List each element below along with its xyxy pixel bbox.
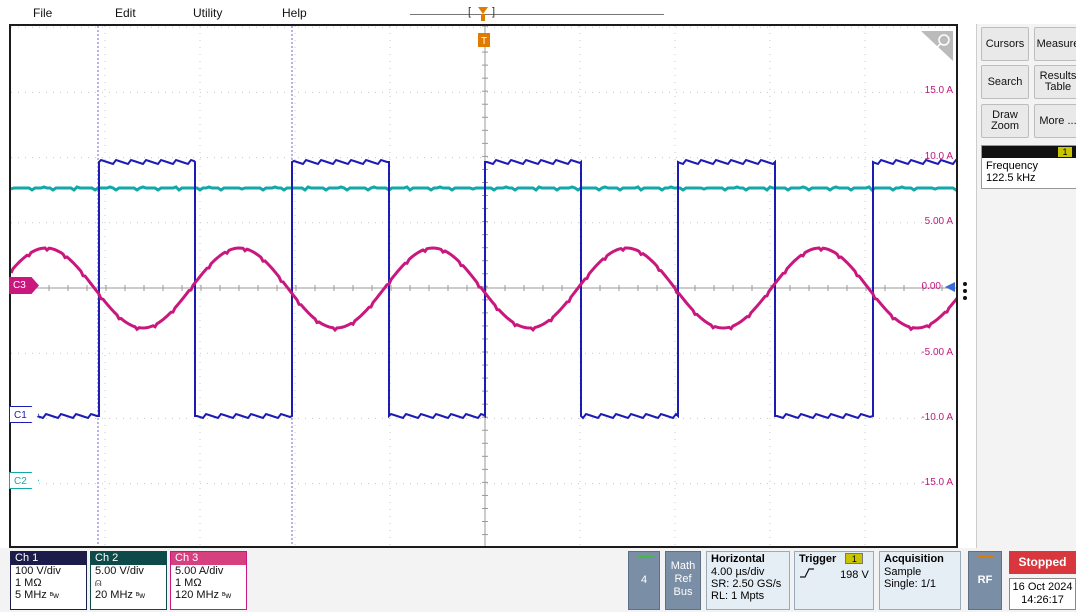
ch1-badge[interactable]: Ch 1 100 V/div 1 MΩ 5 MHz ᴮw xyxy=(10,551,87,610)
probe-icon: ⍝ xyxy=(95,577,102,589)
math-ref-bus-label: Math Ref Bus xyxy=(670,560,696,598)
ch3-trace xyxy=(11,246,956,333)
bw-limit-icon: ᴮw xyxy=(222,591,232,600)
badge-channel-number: 1 xyxy=(1058,147,1072,157)
ch3-name: Ch 3 xyxy=(171,552,246,565)
math-ref-bus-button[interactable]: Math Ref Bus xyxy=(665,551,701,610)
ch4-label: 4 xyxy=(640,574,648,586)
rf-color-bar xyxy=(977,556,993,558)
bottom-bar: Ch 1 100 V/div 1 MΩ 5 MHz ᴮw Ch 2 5.00 V… xyxy=(0,548,1076,612)
ch1-bandwidth: 5 MHz xyxy=(15,589,47,601)
bw-limit-icon: ᴮw xyxy=(135,591,146,600)
more-button[interactable]: More ... xyxy=(1034,104,1076,138)
rf-button[interactable]: RF xyxy=(968,551,1002,610)
c2-marker[interactable]: C2 xyxy=(9,472,39,489)
date-text: 16 Oct 2024 xyxy=(1012,581,1073,593)
timeline-bracket-left: [ xyxy=(468,6,472,18)
trigger-marker-icon: T xyxy=(478,33,490,47)
menu-bar: File Edit Utility Help [ ] xyxy=(0,0,976,24)
ch1-trace xyxy=(11,158,956,420)
menu-utility[interactable]: Utility xyxy=(193,6,223,20)
ch3-bandwidth: 120 MHz xyxy=(175,589,220,601)
waveform-plot: T xyxy=(11,26,956,546)
trigger-title: Trigger xyxy=(799,553,837,565)
frequency-value: 122.5 kHz xyxy=(986,172,1036,184)
ref-label-5: 5.00 A xyxy=(924,216,953,227)
ch2-name: Ch 2 xyxy=(91,552,166,565)
cursors-button[interactable]: Cursors xyxy=(981,27,1029,61)
zoom-corner-icon xyxy=(921,31,953,61)
ch4-button[interactable]: 4 xyxy=(628,551,660,610)
ref-label-neg15: -15.0 A xyxy=(921,477,953,488)
measure-button[interactable]: Measure xyxy=(1034,27,1076,61)
ch4-color-bar xyxy=(637,556,653,558)
ch2-scale: 5.00 V/div xyxy=(95,565,144,577)
trigger-marker-text: T xyxy=(481,36,487,47)
ch3-offset-arrow-icon xyxy=(945,282,955,292)
trigger-level: 198 V xyxy=(840,569,869,581)
record-timeline[interactable] xyxy=(410,14,664,15)
acquisition-badge[interactable]: Acquisition Sample Single: 1/1 xyxy=(879,551,961,610)
ch1-name: Ch 1 xyxy=(11,552,86,565)
acquisition-mode: Sample xyxy=(884,566,922,578)
results-table-button[interactable]: Results Table xyxy=(1034,65,1076,99)
trigger-position-icon[interactable] xyxy=(476,6,490,22)
ref-label-neg10: -10.0 A xyxy=(921,412,953,423)
trigger-source: 1 xyxy=(845,553,864,564)
ref-label-neg5: -5.00 A xyxy=(921,347,953,358)
waveform-graticule[interactable]: T 15.0 A 10.0 A 5.00 A 0.00 -5.00 A -10.… xyxy=(9,24,958,548)
trigger-badge[interactable]: Trigger 1 198 V xyxy=(794,551,874,610)
ref-label-0: 0.00 xyxy=(921,281,941,292)
acquisition-title: Acquisition xyxy=(884,553,944,565)
ch2-badge[interactable]: Ch 2 5.00 V/div ⍝ 20 MHz ᴮw xyxy=(90,551,167,610)
ch3-scale: 5.00 A/div xyxy=(175,565,224,577)
horizontal-scale: 4.00 µs/div xyxy=(711,566,765,578)
horizontal-title: Horizontal xyxy=(711,553,765,565)
badge-header: 1 xyxy=(982,146,1076,158)
bw-limit-icon: ᴮw xyxy=(49,591,59,600)
rf-label: RF xyxy=(977,574,993,586)
search-button[interactable]: Search xyxy=(981,65,1029,99)
ch3-impedance: 1 MΩ xyxy=(175,577,202,589)
frequency-measurement-badge[interactable]: 1 Frequency 122.5 kHz xyxy=(981,145,1076,189)
right-panel: Cursors Measure Search Results Table Dra… xyxy=(976,24,1076,548)
frequency-label: Frequency xyxy=(986,160,1038,172)
ch1-impedance: 1 MΩ xyxy=(15,577,42,589)
c1-marker[interactable]: C1 xyxy=(9,406,39,423)
ch2-bandwidth: 20 MHz xyxy=(95,589,133,601)
run-stop-status[interactable]: Stopped xyxy=(1009,551,1076,574)
ref-label-10: 10.0 A xyxy=(924,151,953,162)
timeline-bracket-right: ] xyxy=(492,6,496,18)
draw-zoom-button[interactable]: Draw Zoom xyxy=(981,104,1029,138)
record-length: RL: 1 Mpts xyxy=(711,590,765,602)
horizontal-badge[interactable]: Horizontal 4.00 µs/div SR: 2.50 GS/s RL:… xyxy=(706,551,790,610)
c3-marker[interactable]: C3 xyxy=(9,277,39,294)
rising-edge-icon xyxy=(799,568,829,581)
ch3-badge[interactable]: Ch 3 5.00 A/div 1 MΩ 120 MHz ᴮw xyxy=(170,551,247,610)
ch1-scale: 100 V/div xyxy=(15,565,61,577)
menu-help[interactable]: Help xyxy=(282,6,307,20)
acquisition-single: Single: 1/1 xyxy=(884,578,936,590)
date-time-display: 16 Oct 2024 14:26:17 xyxy=(1009,578,1076,610)
ref-label-15: 15.0 A xyxy=(924,85,953,96)
time-text: 14:26:17 xyxy=(1021,594,1064,606)
sample-rate: SR: 2.50 GS/s xyxy=(711,578,782,590)
menu-file[interactable]: File xyxy=(33,6,53,20)
menu-edit[interactable]: Edit xyxy=(115,6,136,20)
side-menu-dots-icon[interactable] xyxy=(963,282,969,302)
